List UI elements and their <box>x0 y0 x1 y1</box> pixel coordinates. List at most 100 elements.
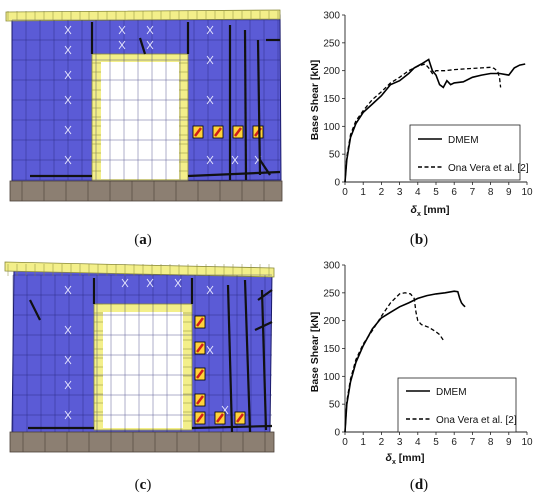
wall-a-details <box>7 11 281 201</box>
hinge-marker <box>64 155 72 165</box>
chart-b-series <box>344 58 526 183</box>
chart-b-y-axis-label: Base Shear [kN] <box>309 60 321 141</box>
x-tick-label: 3 <box>397 437 403 448</box>
foundation <box>9 180 283 202</box>
crack <box>187 170 281 178</box>
crack <box>243 279 252 433</box>
mesh-grid <box>12 274 272 432</box>
hinge-marker <box>174 278 182 288</box>
chart-b-y-ticks: 0 50 100 150 200 250 300 <box>323 11 345 189</box>
hinge-marker <box>64 95 72 105</box>
y-tick-label: 250 <box>323 288 340 299</box>
hinge-marker <box>206 95 214 105</box>
chart-b-legend: DMEM Ona Vera et al. [2] <box>409 124 529 181</box>
chart-d-legend: DMEM Ona Vera et al. [2] <box>397 377 517 433</box>
frame-top-beam <box>4 261 275 278</box>
hinge-marker <box>64 325 72 335</box>
crack <box>259 159 271 176</box>
y-tick-label: 300 <box>323 11 340 22</box>
y-tick-label: 0 <box>334 428 340 439</box>
y-tick-label: 200 <box>323 316 340 327</box>
crack-lines <box>28 278 273 433</box>
crack <box>191 424 273 430</box>
series-line-ona-vera <box>344 292 444 433</box>
frame-blocks <box>7 264 270 422</box>
x-tick-label: 4 <box>415 187 421 198</box>
damage-stripe <box>214 127 222 137</box>
hinge-marker <box>64 25 72 35</box>
foundation-blocks <box>21 181 265 201</box>
x-tick-label: 5 <box>433 437 439 448</box>
caption-b: (b) <box>410 232 428 248</box>
hinge-marker <box>206 55 214 65</box>
damage-stripe <box>196 317 204 327</box>
crack <box>260 289 268 431</box>
chart-d-series <box>344 290 466 433</box>
hinge-marker <box>64 380 72 390</box>
crack <box>226 284 234 433</box>
y-tick-label: 100 <box>323 122 340 133</box>
y-tick-label: 150 <box>323 94 340 105</box>
x-tick-label: 2 <box>379 437 385 448</box>
crack <box>243 29 248 181</box>
y-tick-label: 50 <box>329 150 341 161</box>
door-opening <box>101 62 179 179</box>
foundation-blocks <box>22 432 266 452</box>
hinge-marker <box>64 355 72 365</box>
hinge-marker <box>64 410 72 420</box>
legend-label-dmem: DMEM <box>436 387 467 398</box>
series-line-dmem <box>344 290 466 433</box>
caption-d: (d) <box>410 477 428 493</box>
hinge-markers <box>64 278 229 420</box>
chart-d-y-axis-label: Base Shear [kN] <box>309 312 321 393</box>
chart-d-x-ticks: 0 1 2 3 4 5 6 7 8 9 10 <box>342 432 533 448</box>
foundation <box>9 431 275 453</box>
x-tick-label: 8 <box>488 437 494 448</box>
damage-stripe <box>196 395 204 405</box>
x-tick-label: 8 <box>488 187 494 198</box>
damage-stripe <box>196 413 204 423</box>
crack <box>254 321 273 331</box>
chart-b-x-ticks: 0 1 2 3 4 5 6 7 8 9 10 <box>342 182 533 198</box>
hinge-marker <box>64 45 72 55</box>
mesh-grid <box>11 19 280 181</box>
damage-stripe <box>194 127 202 137</box>
wall-c-details <box>7 264 273 452</box>
hinge-marker <box>146 25 154 35</box>
legend-box <box>397 377 517 433</box>
y-tick-label: 250 <box>323 38 340 49</box>
crack <box>138 37 147 55</box>
x-tick-label: 5 <box>433 187 439 198</box>
hinge-marker <box>118 40 126 50</box>
x-tick-label: 0 <box>342 187 348 198</box>
hinge-marker <box>64 125 72 135</box>
wall-model-c <box>4 261 275 453</box>
crack <box>29 299 41 321</box>
chart-d-x-axis-label: δx [mm] <box>386 452 425 466</box>
hinge-marker <box>206 345 214 355</box>
crack <box>256 39 262 176</box>
x-tick-label: 1 <box>360 437 366 448</box>
hinge-marker <box>64 285 72 295</box>
x-tick-label: 9 <box>506 437 512 448</box>
hinge-marker <box>118 25 126 35</box>
hinge-marker <box>146 40 154 50</box>
x-tick-label: 6 <box>451 187 457 198</box>
caption-c: (c) <box>135 477 152 493</box>
x-tick-label: 3 <box>397 187 403 198</box>
series-line-ona-vera <box>344 63 502 183</box>
chart-b: 0 50 100 150 200 250 300 0 1 2 3 4 5 6 7 8 9 10 Base She… <box>309 11 533 219</box>
x-tick-label: 6 <box>451 437 457 448</box>
caption-a: (a) <box>134 232 152 248</box>
hinge-marker <box>206 285 214 295</box>
series-line-dmem <box>344 58 526 183</box>
y-tick-label: 0 <box>334 178 340 189</box>
x-tick-label: 4 <box>415 437 421 448</box>
damage-stripe <box>196 343 204 353</box>
damage-stripe <box>196 369 204 379</box>
hinge-marker <box>206 25 214 35</box>
frame-blocks <box>7 11 279 172</box>
chart-b-x-axis-label: δx [mm] <box>411 204 450 218</box>
hinge-marker <box>146 278 154 288</box>
